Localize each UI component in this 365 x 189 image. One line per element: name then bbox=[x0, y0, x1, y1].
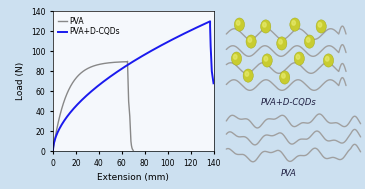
Line: PVA+D-CQDs: PVA+D-CQDs bbox=[53, 21, 214, 151]
Circle shape bbox=[231, 52, 242, 65]
Circle shape bbox=[248, 38, 251, 42]
Y-axis label: Load (N): Load (N) bbox=[16, 62, 25, 100]
Circle shape bbox=[245, 72, 249, 76]
PVA bbox=[99, 63, 103, 65]
Circle shape bbox=[243, 69, 253, 82]
Circle shape bbox=[323, 54, 334, 67]
Circle shape bbox=[263, 22, 266, 27]
Circle shape bbox=[277, 37, 287, 50]
Text: PVA: PVA bbox=[281, 169, 297, 178]
PVA bbox=[53, 138, 57, 140]
Circle shape bbox=[316, 20, 326, 33]
Text: PVA+D-CQDs: PVA+D-CQDs bbox=[261, 98, 317, 107]
Circle shape bbox=[264, 57, 268, 61]
Circle shape bbox=[307, 38, 310, 42]
Circle shape bbox=[279, 40, 282, 44]
Circle shape bbox=[246, 35, 256, 48]
PVA+D-CQDs bbox=[211, 82, 216, 84]
Circle shape bbox=[261, 20, 271, 33]
PVA bbox=[125, 60, 130, 62]
PVA bbox=[126, 80, 130, 82]
Circle shape bbox=[280, 71, 290, 84]
PVA+D-CQDs bbox=[110, 74, 114, 76]
Circle shape bbox=[304, 35, 315, 48]
Circle shape bbox=[318, 22, 322, 27]
PVA bbox=[51, 150, 55, 152]
PVA bbox=[104, 62, 108, 64]
PVA+D-CQDs bbox=[53, 138, 57, 140]
Circle shape bbox=[282, 74, 285, 78]
PVA+D-CQDs bbox=[143, 53, 147, 55]
Legend: PVA, PVA+D-CQDs: PVA, PVA+D-CQDs bbox=[57, 15, 122, 38]
PVA+D-CQDs bbox=[184, 32, 188, 34]
PVA bbox=[131, 149, 135, 152]
PVA bbox=[94, 64, 98, 66]
Circle shape bbox=[296, 55, 300, 59]
X-axis label: Extension (mm): Extension (mm) bbox=[97, 173, 169, 182]
PVA+D-CQDs bbox=[208, 20, 212, 22]
Circle shape bbox=[294, 52, 304, 65]
PVA+D-CQDs bbox=[181, 33, 185, 35]
PVA+D-CQDs bbox=[126, 64, 130, 66]
Circle shape bbox=[234, 55, 237, 59]
Circle shape bbox=[262, 54, 272, 67]
Circle shape bbox=[237, 21, 240, 25]
Circle shape bbox=[234, 18, 245, 31]
Circle shape bbox=[292, 21, 295, 25]
Circle shape bbox=[290, 18, 300, 31]
Circle shape bbox=[326, 57, 329, 61]
PVA bbox=[103, 62, 107, 64]
Line: PVA: PVA bbox=[53, 61, 133, 151]
PVA+D-CQDs bbox=[51, 150, 55, 152]
